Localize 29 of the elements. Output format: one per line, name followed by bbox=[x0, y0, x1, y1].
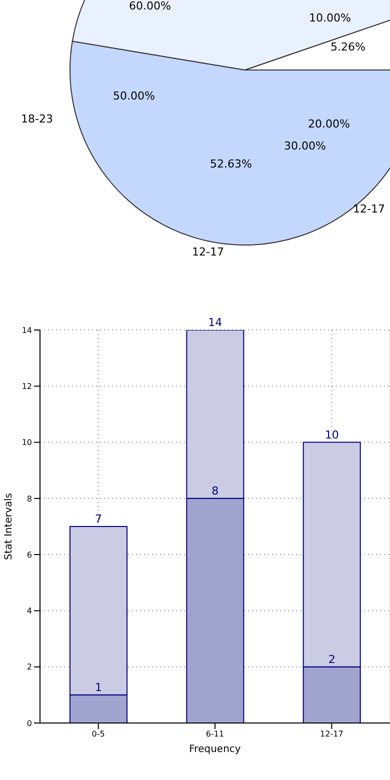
data-label: 52.63% bbox=[210, 158, 252, 170]
y-tick-label: 8 bbox=[26, 494, 32, 504]
y-tick-label: 10 bbox=[22, 438, 32, 448]
y-tick-label: 12 bbox=[22, 382, 32, 391]
y-tick-label: 4 bbox=[26, 606, 32, 616]
y-tick-label: 14 bbox=[22, 326, 32, 335]
text: 10.00% bbox=[309, 12, 351, 24]
x-tick-label: 0-5 bbox=[92, 730, 105, 739]
x-tick-label: 12-17 bbox=[320, 730, 344, 739]
text: 18-23 bbox=[21, 112, 53, 126]
x-tick-label: 6-11 bbox=[206, 730, 224, 739]
text: 20.00% bbox=[308, 118, 350, 130]
data-label: 8 bbox=[212, 484, 219, 498]
total-label: 10 bbox=[324, 428, 339, 442]
total-label: 7 bbox=[95, 512, 102, 526]
text: 60.00% bbox=[129, 0, 171, 12]
text: 12-17 bbox=[353, 202, 385, 216]
data-label: 1 bbox=[95, 680, 102, 694]
total-label: 14 bbox=[208, 316, 222, 329]
text: 50.00% bbox=[113, 90, 155, 102]
y-tick-label: 6 bbox=[26, 550, 32, 560]
y-tick-label: 0 bbox=[26, 718, 32, 728]
y-axis-title: Stat Intervals bbox=[4, 492, 15, 560]
x-axis-title: Frequency bbox=[189, 744, 241, 755]
y-tick-label: 2 bbox=[26, 662, 32, 672]
data-label: 2 bbox=[328, 652, 336, 666]
text: 12-17 bbox=[192, 246, 224, 258]
data-label: 5.26% bbox=[330, 40, 366, 54]
text: 30.00% bbox=[284, 140, 326, 152]
